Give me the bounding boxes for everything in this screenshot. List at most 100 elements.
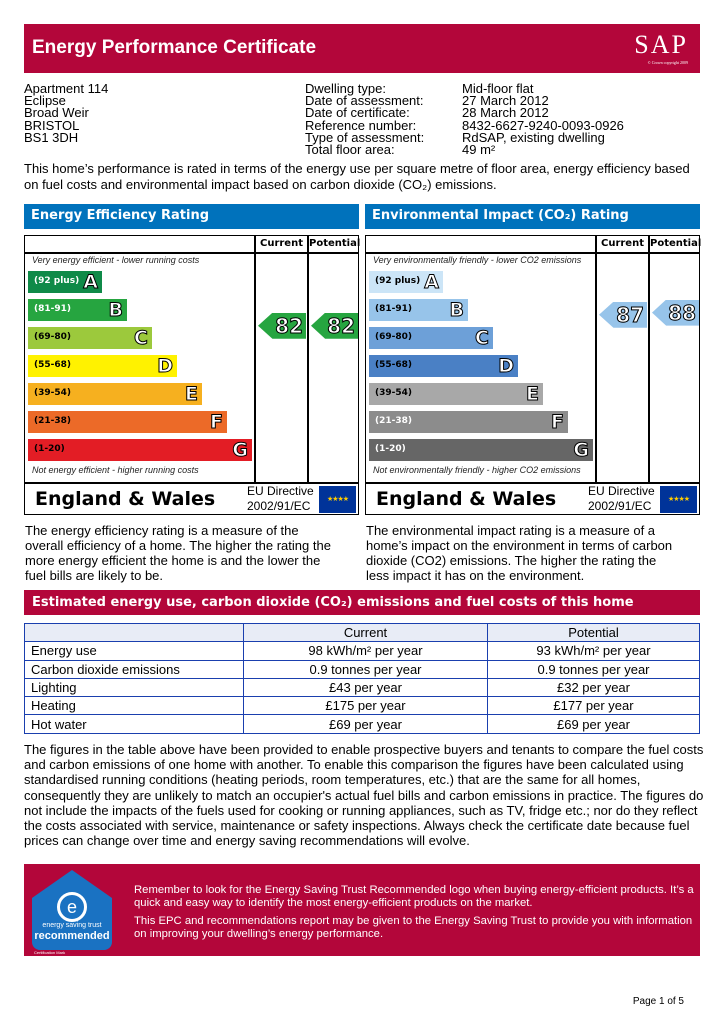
band-letter: D — [498, 355, 515, 378]
band-letter: C — [475, 327, 490, 350]
address-block: Apartment 114 Eclipse Broad Weir BRISTOL… — [24, 82, 108, 145]
sap-logo-text: SAP — [634, 30, 688, 59]
band-range: (69-80) — [34, 332, 72, 342]
band-g: (1-20) G — [28, 439, 252, 462]
band-letter: G — [232, 439, 249, 462]
rating-description: The environmental impact rating is a mea… — [366, 523, 673, 583]
logo-label: recommended — [34, 930, 110, 942]
band-a: (92 plus) A — [28, 271, 102, 294]
address-line: Eclipse — [24, 93, 66, 109]
row-label: Carbon dioxide emissions — [24, 659, 244, 679]
detail-label: Type of assessment: — [305, 129, 425, 145]
band-b: (81-91) B — [28, 299, 127, 322]
top-note: Very energy efficient - lower running co… — [32, 255, 200, 265]
detail-label: Reference number: — [305, 117, 417, 133]
trust-text-1: Remember to look for the Energy Saving T… — [134, 884, 694, 910]
band-range: (1-20) — [34, 444, 65, 454]
detail-value: RdSAP, existing dwelling — [462, 129, 605, 145]
band-f: (21-38) F — [369, 411, 568, 434]
band-letter: E — [526, 383, 540, 406]
band-range: (55-68) — [34, 360, 72, 370]
table-row: Lighting £43 per year £32 per year — [24, 677, 700, 698]
band-range: (92 plus) — [34, 276, 80, 286]
directive-label: EU Directive — [588, 484, 655, 498]
eu-flag-icon: ★★★★ — [660, 486, 697, 513]
band-e: (39-54) E — [369, 383, 543, 406]
region-label: England & Wales — [376, 488, 557, 510]
certification-mark: Certification Mark — [34, 950, 66, 955]
band-letter: B — [108, 299, 124, 322]
band-e: (39-54) E — [28, 383, 202, 406]
header-cell: Current — [243, 622, 488, 643]
rating-title: Environmental Impact (CO₂) Rating — [365, 204, 700, 229]
directive-number: 2002/91/EC — [588, 499, 652, 513]
details-labels: Dwelling type: Date of assessment: Date … — [305, 81, 425, 156]
energy-saving-trust-logo: e energy saving trust recommended — [32, 870, 112, 950]
band-range: (81-91) — [375, 304, 413, 314]
eu-directive: EU Directive 2002/91/EC — [247, 484, 314, 514]
estimate-heading: Estimated energy use, carbon dioxide (CO… — [24, 590, 700, 615]
band-range: (92 plus) — [375, 276, 421, 286]
potential-value: £69 per year — [487, 714, 700, 734]
band-d: (55-68) D — [369, 355, 518, 378]
band-c: (69-80) C — [369, 327, 493, 350]
band-a: (92 plus) A — [369, 271, 443, 294]
band-range: (1-20) — [375, 444, 406, 454]
rating-chart: Current Potential Very energy efficient … — [24, 235, 361, 515]
page-title: Energy Performance Certificate — [32, 37, 317, 58]
band-range: (81-91) — [34, 304, 72, 314]
potential-value: 93 kWh/m² per year — [487, 641, 700, 661]
table-header-row: Current Potential — [24, 622, 700, 643]
details-values: Mid-floor flat 27 March 2012 28 March 20… — [462, 81, 624, 156]
band-b: (81-91) B — [369, 299, 468, 322]
band-letter: C — [134, 327, 149, 350]
sap-logo: SAP © Crown copyright 2009 — [634, 30, 688, 65]
band-letter: F — [551, 411, 565, 434]
header-banner: Energy Performance Certificate SAP © Crow… — [24, 24, 700, 73]
swirl-icon: e — [57, 892, 87, 922]
table-row: Hot water £69 per year £69 per year — [24, 714, 700, 734]
trust-text-2: This EPC and recommendations report may … — [134, 915, 693, 941]
band-letter: A — [83, 271, 99, 294]
row-label: Heating — [24, 696, 244, 716]
col-current: Current — [259, 238, 303, 249]
band-range: (39-54) — [34, 388, 72, 398]
header-cell: Potential — [487, 622, 700, 643]
col-potential: Potential — [650, 238, 702, 249]
current-value: £69 per year — [243, 714, 488, 734]
band-letter: F — [210, 411, 224, 434]
divider — [366, 482, 699, 484]
region-label: England & Wales — [35, 488, 216, 510]
table-row: Carbon dioxide emissions 0.9 tonnes per y… — [24, 659, 700, 679]
current-rating-arrow: 87 — [599, 301, 647, 328]
band-letter: A — [424, 271, 440, 294]
current-value: 98 kWh/m² per year — [243, 641, 488, 661]
potential-value: £177 per year — [487, 696, 700, 716]
address-line: BS1 3DH — [24, 129, 79, 145]
header-cell — [24, 622, 244, 643]
current-value: £175 per year — [243, 696, 488, 716]
divider — [648, 236, 650, 483]
divider — [25, 252, 358, 254]
table-row: Heating £175 per year £177 per year — [24, 696, 700, 716]
bottom-note: Not environmentally friendly - higher CO… — [373, 465, 581, 475]
top-note: Very environmentally friendly - lower CO… — [373, 255, 582, 265]
band-range: (55-68) — [375, 360, 413, 370]
col-potential: Potential — [309, 238, 361, 249]
detail-label: Dwelling type: — [305, 81, 386, 96]
detail-label: Date of certificate: — [305, 105, 410, 121]
band-range: (69-80) — [375, 332, 413, 342]
logo-text: energy saving trust — [42, 922, 102, 929]
row-label: Energy use — [24, 641, 244, 661]
band-c: (69-80) C — [28, 327, 152, 350]
band-g: (1-20) G — [369, 439, 593, 462]
band-f: (21-38) F — [28, 411, 227, 434]
band-range: (21-38) — [375, 416, 413, 426]
band-letter: G — [573, 439, 590, 462]
detail-value: Mid-floor flat — [462, 81, 534, 96]
divider — [25, 482, 358, 484]
address-line: BRISTOL — [24, 117, 80, 133]
current-value: 0.9 tonnes per year — [243, 659, 488, 679]
row-label: Lighting — [24, 677, 244, 698]
directive-number: 2002/91/EC — [247, 499, 311, 513]
